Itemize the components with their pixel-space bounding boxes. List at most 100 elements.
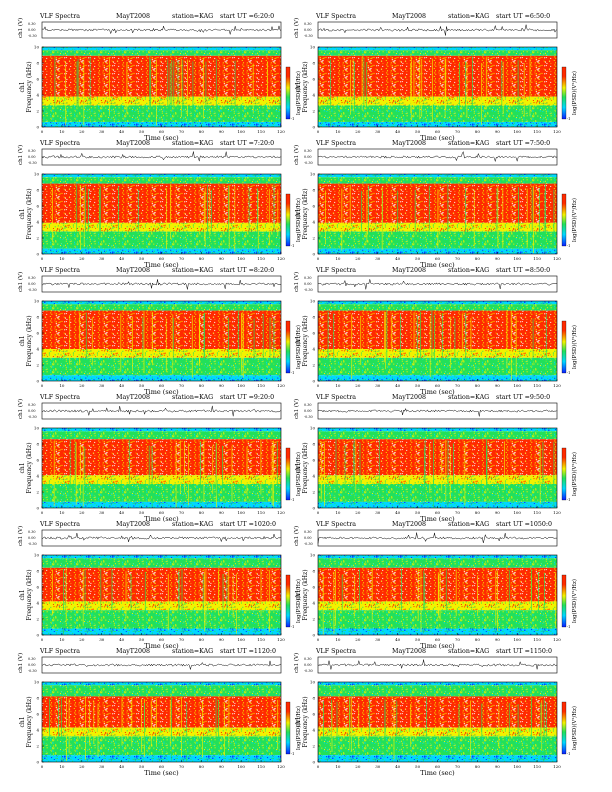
x-tick-label: 30 xyxy=(375,510,381,515)
x-tick-label: 40 xyxy=(119,129,125,134)
x-tick-label: 100 xyxy=(237,256,245,261)
x-tick-label: 80 xyxy=(199,764,205,769)
spectrogram-band-green-top xyxy=(42,558,281,568)
spectrogram-band-red xyxy=(318,696,557,728)
trace-frame xyxy=(41,21,282,39)
header-month: MayT2008 xyxy=(392,394,426,401)
waveform-trace xyxy=(317,532,558,544)
trace-ytick: 0.30 xyxy=(28,403,36,407)
spectrogram-band-cyan-bottom xyxy=(42,121,281,127)
spectrogram-band-cyan-bottom xyxy=(42,501,281,508)
header-title: VLF Spectra xyxy=(315,13,356,20)
header-start-ut: start UT =1150:0 xyxy=(496,648,552,655)
x-tick-label: 70 xyxy=(179,510,185,515)
waveform-trace xyxy=(317,24,558,36)
x-tick-label: 110 xyxy=(257,764,265,769)
y-axis-label-line: ch1 xyxy=(295,208,302,219)
x-tick-label: 20 xyxy=(355,129,361,134)
waveform-trace xyxy=(41,532,282,543)
y-tick-label: 2 xyxy=(312,490,315,495)
x-tick-label: 0 xyxy=(41,764,44,769)
x-tick-label: 120 xyxy=(277,764,285,769)
colorbar-tick: -1 xyxy=(291,498,294,502)
x-tick-label: 20 xyxy=(79,383,85,388)
trace-ylabel: ch1 (V) xyxy=(293,399,300,419)
x-tick-label: 100 xyxy=(237,510,245,515)
y-axis-label: ch1Frequency (kHz) xyxy=(295,61,309,112)
x-tick-label: 50 xyxy=(139,764,145,769)
trace-ylabel: ch1 (V) xyxy=(293,526,300,546)
y-tick-label: 8 xyxy=(36,696,39,701)
x-tick-label: 10 xyxy=(335,383,341,388)
x-tick-label: 70 xyxy=(179,129,185,134)
x-tick-label: 70 xyxy=(179,383,185,388)
y-tick-label: 8 xyxy=(36,188,39,193)
x-tick-label: 10 xyxy=(335,637,341,642)
colorbar xyxy=(561,320,567,374)
x-tick-label: 0 xyxy=(317,256,320,261)
x-tick-label: 50 xyxy=(139,383,145,388)
y-axis-label-line: ch1 xyxy=(19,589,26,600)
trace-frame xyxy=(41,402,282,420)
y-tick-label: 4 xyxy=(312,93,315,98)
x-tick-label: 30 xyxy=(99,510,105,515)
x-tick-label: 120 xyxy=(277,256,285,261)
trace-ylabel: ch1 (V) xyxy=(17,18,24,38)
spectrogram-band-cyan-top xyxy=(42,47,281,51)
y-tick-label: 2 xyxy=(36,363,39,368)
x-axis-label: Time (sec) xyxy=(420,134,455,142)
x-tick-label: 100 xyxy=(513,510,521,515)
x-tick-label: 0 xyxy=(317,383,320,388)
colorbar xyxy=(561,66,567,120)
spectrogram-band-yellow xyxy=(318,96,557,106)
spectrogram-band-cyan-top xyxy=(42,428,281,432)
trace-ylabel: ch1 (V) xyxy=(17,145,24,165)
spectrogram-band-green-top xyxy=(42,177,281,184)
x-tick-label: 120 xyxy=(553,383,561,388)
waveform-trace xyxy=(317,659,558,670)
waveform-trace xyxy=(42,25,282,35)
y-tick-label: 0 xyxy=(36,760,39,765)
trace-ylabel: ch1 (V) xyxy=(293,145,300,165)
spectrogram-band-green-top xyxy=(318,50,557,56)
colorbar-label: log(PSD)(V²/Hz) xyxy=(571,325,578,369)
y-tick-label: 0 xyxy=(312,633,315,638)
trace-ytick: 0.00 xyxy=(304,663,312,667)
x-tick-label: 120 xyxy=(553,637,561,642)
y-tick-label: 8 xyxy=(36,61,39,66)
colorbar-tick: -1 xyxy=(291,625,294,629)
trace-ytick: 0.30 xyxy=(28,530,36,534)
x-tick-label: 30 xyxy=(99,383,105,388)
x-tick-label: 80 xyxy=(199,637,205,642)
x-tick-label: 80 xyxy=(475,510,481,515)
header-station: station=KAG xyxy=(448,521,489,528)
x-tick-label: 110 xyxy=(257,637,265,642)
x-tick-label: 10 xyxy=(59,637,65,642)
y-axis-label-line: Frequency (kHz) xyxy=(302,569,309,620)
header-month: MayT2008 xyxy=(392,267,426,274)
spectrogram-band-yellow xyxy=(318,727,557,737)
y-tick-label: 6 xyxy=(312,77,315,82)
spectrogram-band-green xyxy=(318,736,557,756)
x-axis-label: Time (sec) xyxy=(144,261,179,269)
y-axis-label: ch1Frequency (kHz) xyxy=(295,188,309,239)
x-tick-label: 40 xyxy=(119,764,125,769)
y-tick-label: 10 xyxy=(310,553,316,558)
x-axis-label: Time (sec) xyxy=(144,134,179,142)
y-axis-label-line: Frequency (kHz) xyxy=(302,61,309,112)
x-tick-label: 10 xyxy=(335,256,341,261)
waveform-trace xyxy=(317,407,558,417)
spectrogram-band-yellow xyxy=(42,222,281,232)
x-tick-label: 40 xyxy=(395,510,401,515)
y-axis-label-line: ch1 xyxy=(19,462,26,473)
trace-ytick: 0.30 xyxy=(28,149,36,153)
x-tick-label: 50 xyxy=(415,764,421,769)
trace-frame xyxy=(41,275,282,293)
x-tick-label: 70 xyxy=(455,637,461,642)
y-tick-label: 2 xyxy=(36,236,39,241)
y-axis-label: ch1Frequency (kHz) xyxy=(19,442,33,493)
y-axis-label: ch1Frequency (kHz) xyxy=(295,569,309,620)
x-tick-label: 30 xyxy=(99,764,105,769)
x-tick-label: 20 xyxy=(79,510,85,515)
trace-ytick: -0.30 xyxy=(28,161,37,165)
